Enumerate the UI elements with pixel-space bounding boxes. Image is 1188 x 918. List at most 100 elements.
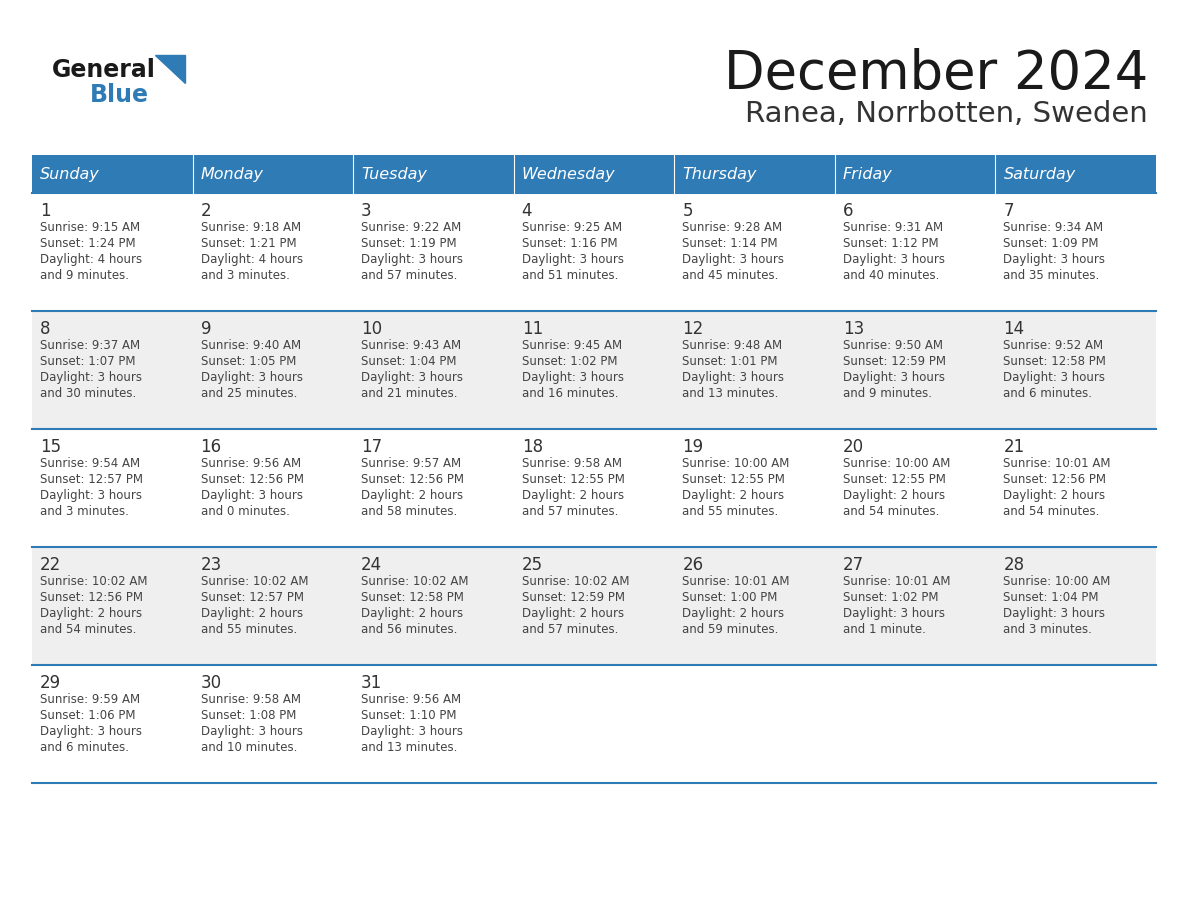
Text: and 54 minutes.: and 54 minutes.: [842, 505, 940, 518]
Text: Sunrise: 10:01 AM: Sunrise: 10:01 AM: [682, 575, 790, 588]
Text: Daylight: 2 hours: Daylight: 2 hours: [361, 489, 463, 502]
Bar: [32, 311, 1156, 429]
Text: Sunrise: 9:34 AM: Sunrise: 9:34 AM: [1004, 221, 1104, 234]
Text: and 6 minutes.: and 6 minutes.: [1004, 387, 1093, 400]
Text: Sunrise: 10:00 AM: Sunrise: 10:00 AM: [682, 457, 790, 470]
Text: Sunset: 1:04 PM: Sunset: 1:04 PM: [361, 355, 456, 368]
Text: Sunrise: 9:40 AM: Sunrise: 9:40 AM: [201, 339, 301, 352]
Text: Daylight: 2 hours: Daylight: 2 hours: [682, 489, 784, 502]
Text: and 3 minutes.: and 3 minutes.: [40, 505, 128, 518]
Text: and 6 minutes.: and 6 minutes.: [40, 741, 129, 754]
Text: Sunset: 1:04 PM: Sunset: 1:04 PM: [1004, 591, 1099, 604]
Text: Sunset: 1:08 PM: Sunset: 1:08 PM: [201, 709, 296, 722]
Text: and 40 minutes.: and 40 minutes.: [842, 269, 940, 282]
Text: Sunrise: 10:02 AM: Sunrise: 10:02 AM: [201, 575, 308, 588]
Text: Sunset: 12:58 PM: Sunset: 12:58 PM: [361, 591, 465, 604]
Text: Daylight: 3 hours: Daylight: 3 hours: [40, 371, 143, 384]
Text: Sunrise: 9:28 AM: Sunrise: 9:28 AM: [682, 221, 783, 234]
Text: Sunrise: 10:02 AM: Sunrise: 10:02 AM: [361, 575, 468, 588]
Text: Daylight: 3 hours: Daylight: 3 hours: [1004, 371, 1105, 384]
Text: 8: 8: [40, 320, 51, 338]
Text: Sunset: 1:21 PM: Sunset: 1:21 PM: [201, 237, 296, 250]
Text: 17: 17: [361, 438, 383, 456]
Text: Sunrise: 10:01 AM: Sunrise: 10:01 AM: [1004, 457, 1111, 470]
Text: and 45 minutes.: and 45 minutes.: [682, 269, 778, 282]
Text: and 57 minutes.: and 57 minutes.: [361, 269, 457, 282]
Text: Wednesday: Wednesday: [522, 166, 615, 182]
Polygon shape: [154, 55, 185, 83]
Text: 22: 22: [40, 556, 62, 574]
Text: Sunrise: 9:25 AM: Sunrise: 9:25 AM: [522, 221, 621, 234]
Text: Daylight: 3 hours: Daylight: 3 hours: [361, 725, 463, 738]
Text: Sunset: 12:57 PM: Sunset: 12:57 PM: [201, 591, 304, 604]
Text: Daylight: 2 hours: Daylight: 2 hours: [40, 607, 143, 620]
Text: Sunrise: 9:56 AM: Sunrise: 9:56 AM: [361, 693, 461, 706]
Text: Sunset: 1:14 PM: Sunset: 1:14 PM: [682, 237, 778, 250]
Text: Daylight: 2 hours: Daylight: 2 hours: [201, 607, 303, 620]
Text: Sunrise: 9:58 AM: Sunrise: 9:58 AM: [522, 457, 621, 470]
Text: 3: 3: [361, 202, 372, 220]
Text: 1: 1: [40, 202, 51, 220]
Text: Sunset: 12:59 PM: Sunset: 12:59 PM: [842, 355, 946, 368]
Text: 21: 21: [1004, 438, 1025, 456]
Text: Sunset: 1:19 PM: Sunset: 1:19 PM: [361, 237, 456, 250]
Text: Friday: Friday: [842, 166, 892, 182]
Text: and 55 minutes.: and 55 minutes.: [201, 623, 297, 636]
Text: Sunrise: 9:57 AM: Sunrise: 9:57 AM: [361, 457, 461, 470]
Text: Daylight: 2 hours: Daylight: 2 hours: [682, 607, 784, 620]
Text: Daylight: 3 hours: Daylight: 3 hours: [201, 489, 303, 502]
Text: 16: 16: [201, 438, 222, 456]
Text: Sunrise: 9:18 AM: Sunrise: 9:18 AM: [201, 221, 301, 234]
Text: Sunset: 1:12 PM: Sunset: 1:12 PM: [842, 237, 939, 250]
Text: and 0 minutes.: and 0 minutes.: [201, 505, 290, 518]
Text: 7: 7: [1004, 202, 1013, 220]
Text: Daylight: 3 hours: Daylight: 3 hours: [201, 725, 303, 738]
Text: Daylight: 2 hours: Daylight: 2 hours: [1004, 489, 1106, 502]
Text: 2: 2: [201, 202, 211, 220]
Text: 5: 5: [682, 202, 693, 220]
Text: Ranea, Norrbotten, Sweden: Ranea, Norrbotten, Sweden: [745, 100, 1148, 128]
Text: 4: 4: [522, 202, 532, 220]
Text: Daylight: 3 hours: Daylight: 3 hours: [682, 371, 784, 384]
Text: Sunrise: 10:02 AM: Sunrise: 10:02 AM: [40, 575, 147, 588]
Text: Sunset: 12:56 PM: Sunset: 12:56 PM: [1004, 473, 1106, 486]
Text: Daylight: 4 hours: Daylight: 4 hours: [201, 253, 303, 266]
Text: Daylight: 4 hours: Daylight: 4 hours: [40, 253, 143, 266]
Text: and 13 minutes.: and 13 minutes.: [682, 387, 778, 400]
Text: Thursday: Thursday: [682, 166, 757, 182]
Text: Daylight: 3 hours: Daylight: 3 hours: [522, 371, 624, 384]
Text: 6: 6: [842, 202, 853, 220]
Text: 9: 9: [201, 320, 211, 338]
Text: Sunset: 12:58 PM: Sunset: 12:58 PM: [1004, 355, 1106, 368]
Text: 13: 13: [842, 320, 864, 338]
Text: 23: 23: [201, 556, 222, 574]
Text: Sunset: 12:55 PM: Sunset: 12:55 PM: [682, 473, 785, 486]
Text: Sunrise: 10:00 AM: Sunrise: 10:00 AM: [842, 457, 950, 470]
Text: Sunrise: 10:02 AM: Sunrise: 10:02 AM: [522, 575, 630, 588]
Bar: [32, 193, 1156, 311]
Text: General: General: [52, 58, 156, 82]
Text: Daylight: 3 hours: Daylight: 3 hours: [40, 725, 143, 738]
Bar: [192, 155, 353, 193]
Text: Blue: Blue: [90, 83, 148, 107]
Text: and 51 minutes.: and 51 minutes.: [522, 269, 618, 282]
Text: and 3 minutes.: and 3 minutes.: [1004, 623, 1092, 636]
Bar: [353, 155, 513, 193]
Bar: [996, 155, 1156, 193]
Bar: [513, 155, 675, 193]
Text: Daylight: 2 hours: Daylight: 2 hours: [842, 489, 944, 502]
Text: Saturday: Saturday: [1004, 166, 1075, 182]
Text: Daylight: 3 hours: Daylight: 3 hours: [201, 371, 303, 384]
Text: Daylight: 3 hours: Daylight: 3 hours: [682, 253, 784, 266]
Text: 24: 24: [361, 556, 383, 574]
Text: Sunset: 1:09 PM: Sunset: 1:09 PM: [1004, 237, 1099, 250]
Text: 26: 26: [682, 556, 703, 574]
Text: and 57 minutes.: and 57 minutes.: [522, 623, 618, 636]
Bar: [32, 665, 1156, 783]
Text: Daylight: 3 hours: Daylight: 3 hours: [842, 607, 944, 620]
Text: Sunrise: 9:31 AM: Sunrise: 9:31 AM: [842, 221, 943, 234]
Text: and 56 minutes.: and 56 minutes.: [361, 623, 457, 636]
Text: and 9 minutes.: and 9 minutes.: [842, 387, 931, 400]
Text: Sunset: 12:55 PM: Sunset: 12:55 PM: [522, 473, 625, 486]
Text: Daylight: 3 hours: Daylight: 3 hours: [361, 253, 463, 266]
